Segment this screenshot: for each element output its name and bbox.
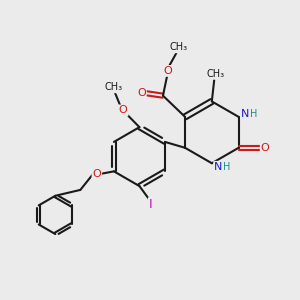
Text: CH₃: CH₃ [207,69,225,79]
Text: N: N [241,109,249,119]
Text: O: O [137,88,146,98]
Text: H: H [250,109,258,119]
Text: N: N [214,162,223,172]
Text: CH₃: CH₃ [105,82,123,92]
Text: CH₃: CH₃ [169,42,188,52]
Text: O: O [261,143,269,153]
Text: H: H [224,162,231,172]
Text: O: O [119,105,128,116]
Text: O: O [92,169,101,179]
Text: O: O [163,66,172,76]
Text: I: I [149,198,152,211]
